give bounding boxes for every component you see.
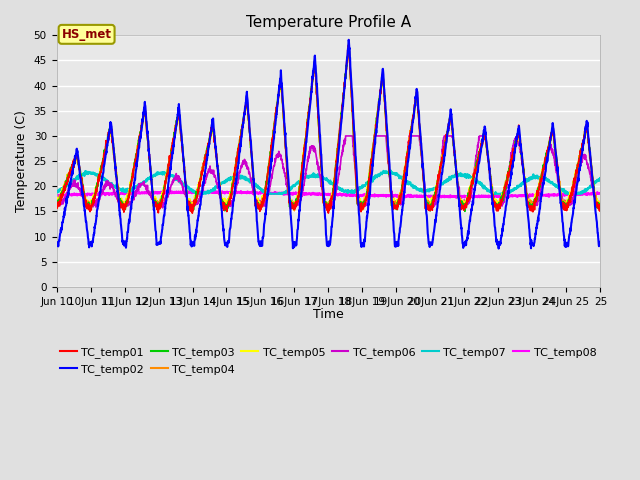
TC_temp07 — [362, 183, 369, 189]
TC_temp01 — [596, 205, 604, 211]
TC_temp08 — [184, 188, 191, 194]
TC_temp05 — [589, 179, 597, 184]
TC_temp04 — [524, 197, 531, 203]
TC_temp02 — [107, 120, 115, 125]
TC_temp06 — [596, 200, 604, 205]
Line: TC_temp07: TC_temp07 — [56, 170, 600, 194]
TC_temp06 — [52, 199, 60, 205]
TC_temp04 — [225, 200, 232, 206]
TC_temp02 — [362, 232, 369, 238]
TC_temp03 — [324, 209, 332, 215]
TC_temp05 — [524, 197, 531, 203]
TC_temp01 — [189, 210, 196, 216]
Text: HS_met: HS_met — [61, 28, 111, 41]
TC_temp08 — [589, 192, 597, 197]
TC_temp04 — [596, 201, 604, 207]
TC_temp07 — [493, 191, 500, 197]
TC_temp08 — [470, 195, 477, 201]
TC_temp07 — [596, 175, 604, 181]
TC_temp05 — [225, 201, 232, 207]
TC_temp04 — [589, 179, 597, 184]
TC_temp01 — [362, 196, 369, 202]
TC_temp03 — [524, 198, 531, 204]
TC_temp03 — [107, 124, 115, 130]
Title: Temperature Profile A: Temperature Profile A — [246, 15, 411, 30]
TC_temp08 — [52, 192, 60, 197]
TC_temp06 — [342, 133, 349, 139]
TC_temp08 — [596, 190, 604, 196]
Legend: TC_temp01, TC_temp02, TC_temp03, TC_temp04, TC_temp05, TC_temp06, TC_temp07, TC_: TC_temp01, TC_temp02, TC_temp03, TC_temp… — [56, 343, 601, 379]
TC_temp01 — [524, 198, 531, 204]
TC_temp06 — [523, 194, 531, 200]
TC_temp02 — [596, 241, 604, 247]
TC_temp08 — [524, 193, 531, 199]
TC_temp07 — [52, 188, 60, 193]
TC_temp01 — [493, 208, 500, 214]
TC_temp07 — [524, 179, 531, 184]
Line: TC_temp06: TC_temp06 — [56, 136, 600, 208]
TC_temp04 — [52, 202, 60, 208]
TC_temp05 — [493, 203, 500, 208]
TC_temp02 — [52, 240, 60, 245]
TC_temp07 — [387, 168, 394, 173]
Line: TC_temp08: TC_temp08 — [56, 191, 600, 198]
Line: TC_temp05: TC_temp05 — [56, 47, 600, 210]
TC_temp03 — [225, 202, 232, 207]
TC_temp06 — [530, 205, 538, 211]
TC_temp02 — [589, 184, 597, 190]
TC_temp03 — [596, 204, 604, 209]
TC_temp08 — [225, 190, 232, 195]
Line: TC_temp04: TC_temp04 — [56, 40, 600, 211]
Line: TC_temp03: TC_temp03 — [56, 44, 600, 212]
TC_temp03 — [345, 41, 353, 47]
TC_temp07 — [196, 191, 204, 197]
TC_temp05 — [345, 44, 353, 49]
TC_temp01 — [107, 125, 115, 131]
TC_temp06 — [225, 202, 232, 208]
TC_temp01 — [225, 202, 232, 208]
TC_temp07 — [589, 181, 597, 187]
TC_temp04 — [493, 202, 500, 208]
TC_temp02 — [492, 239, 500, 244]
TC_temp02 — [345, 37, 353, 43]
TC_temp08 — [107, 191, 115, 196]
TC_temp07 — [107, 181, 115, 187]
TC_temp05 — [357, 207, 365, 213]
TC_temp04 — [107, 121, 115, 127]
Line: TC_temp01: TC_temp01 — [56, 44, 600, 213]
TC_temp01 — [345, 41, 353, 47]
TC_temp08 — [493, 193, 500, 199]
X-axis label: Time: Time — [313, 308, 344, 321]
TC_temp03 — [52, 201, 60, 207]
TC_temp02 — [524, 204, 531, 209]
Line: TC_temp02: TC_temp02 — [56, 40, 600, 249]
TC_temp07 — [225, 175, 232, 181]
TC_temp04 — [362, 195, 369, 201]
TC_temp03 — [493, 203, 500, 209]
TC_temp06 — [589, 185, 597, 191]
TC_temp03 — [362, 197, 369, 203]
TC_temp05 — [362, 198, 369, 204]
TC_temp03 — [589, 181, 597, 187]
Y-axis label: Temperature (C): Temperature (C) — [15, 110, 28, 212]
TC_temp02 — [495, 246, 502, 252]
TC_temp01 — [589, 182, 597, 188]
TC_temp04 — [345, 37, 353, 43]
TC_temp06 — [362, 203, 369, 209]
TC_temp05 — [52, 203, 60, 209]
TC_temp02 — [225, 238, 232, 244]
TC_temp05 — [596, 200, 604, 205]
TC_temp01 — [52, 205, 60, 211]
TC_temp06 — [107, 181, 115, 187]
TC_temp06 — [492, 200, 500, 206]
TC_temp08 — [362, 192, 369, 198]
TC_temp05 — [107, 126, 115, 132]
TC_temp04 — [291, 208, 298, 214]
